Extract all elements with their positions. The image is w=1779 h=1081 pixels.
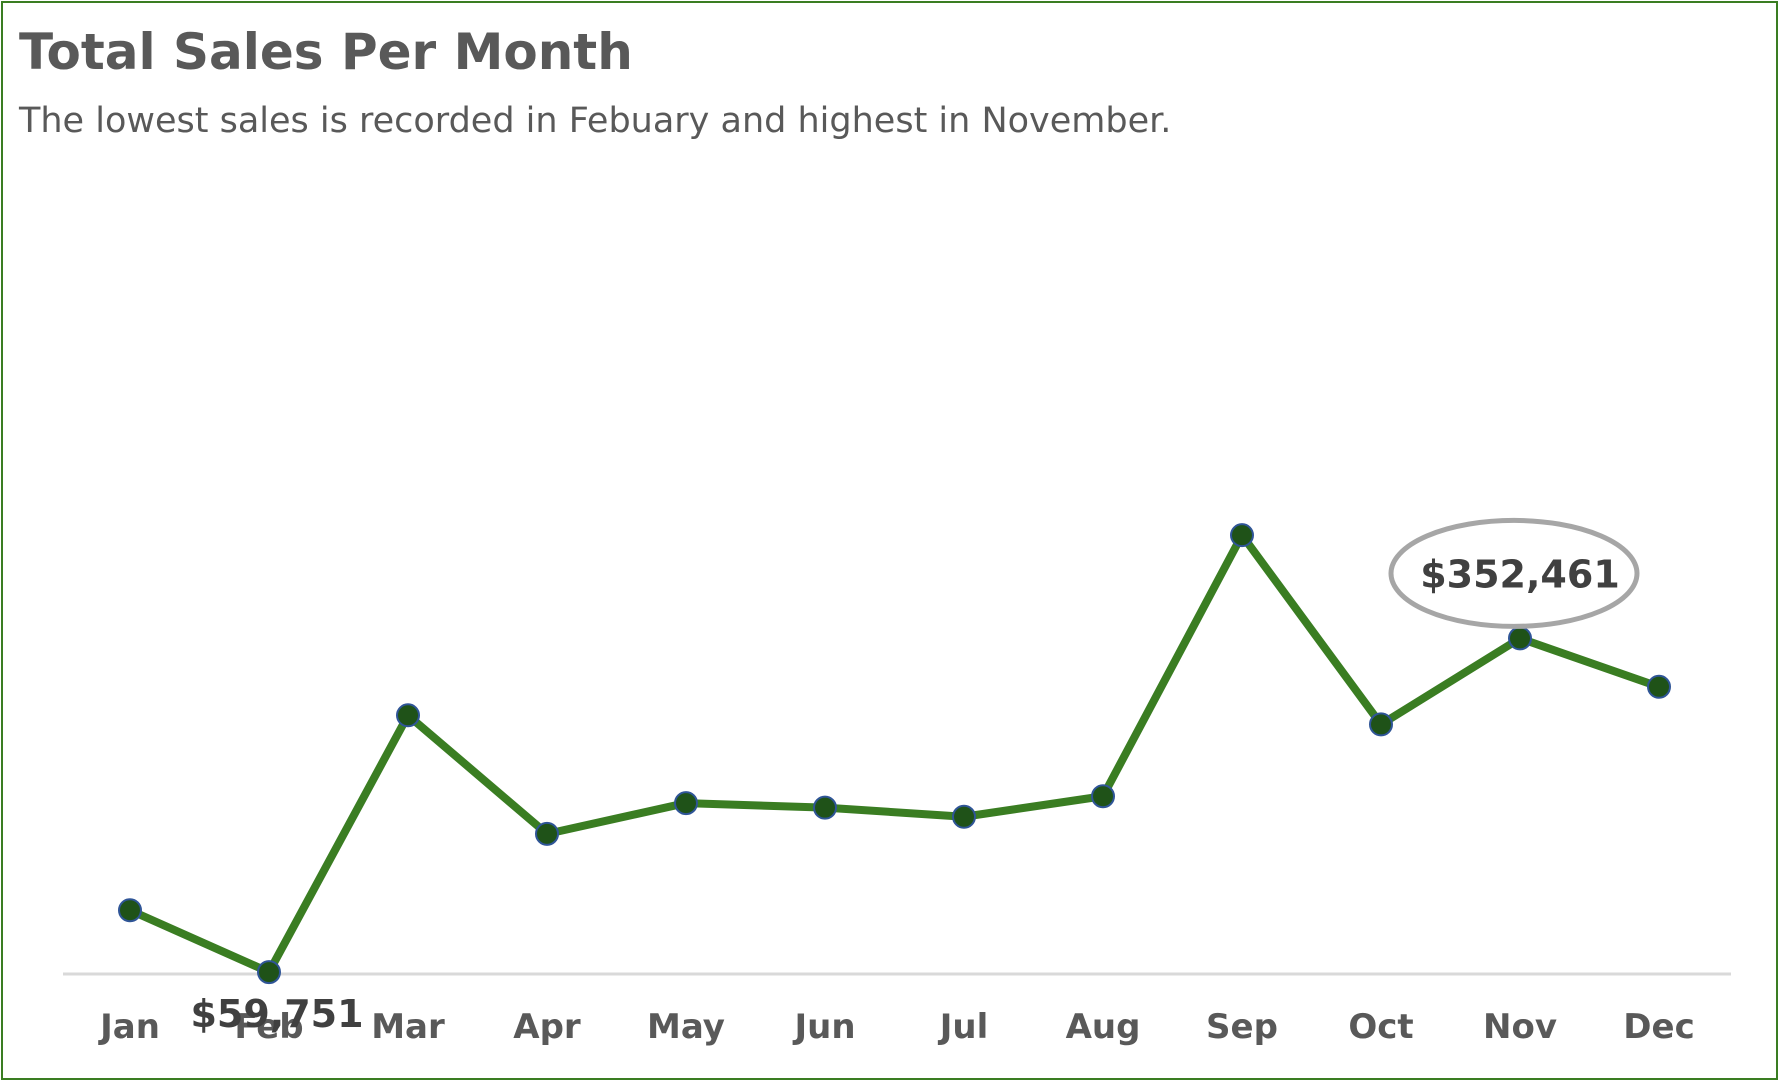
annotation-circle-nov: [1388, 517, 1640, 629]
x-tick-label-aug: Aug: [1066, 1007, 1141, 1047]
data-point-jan: [118, 898, 142, 923]
x-tick-label-sep: Sep: [1206, 1007, 1278, 1047]
data-point-jul: [952, 804, 976, 829]
data-point-oct: [1369, 712, 1393, 737]
x-tick-label-feb: Feb: [234, 1007, 303, 1047]
x-tick-label-jun: Jun: [792, 1007, 855, 1047]
chart-title: Total Sales Per Month: [19, 23, 633, 81]
data-point-may: [674, 791, 698, 816]
data-point-sep: [1230, 523, 1254, 548]
x-tick-label-oct: Oct: [1348, 1007, 1413, 1047]
x-tick-label-mar: Mar: [371, 1007, 445, 1047]
x-tick-label-nov: Nov: [1483, 1007, 1557, 1047]
chart-subtitle: The lowest sales is recorded in Febuary …: [19, 101, 1172, 141]
x-tick-label-dec: Dec: [1623, 1007, 1694, 1047]
data-point-jun: [813, 795, 837, 820]
x-tick-label-may: May: [647, 1007, 725, 1047]
x-tick-label-apr: Apr: [513, 1007, 581, 1047]
data-label-feb: $59,751: [190, 992, 363, 1036]
data-label-nov: $352,461: [1420, 552, 1620, 596]
data-point-nov: [1508, 626, 1532, 651]
data-point-aug: [1091, 784, 1115, 809]
line-chart: Jan Feb Mar Apr May Jun Jul Aug Sep Oct Nov Dec $59,…: [63, 517, 1731, 1047]
x-tick-label-jul: Jul: [938, 1007, 989, 1047]
x-tick-label-jan: Jan: [98, 1007, 160, 1047]
data-point-feb: [257, 960, 281, 985]
data-point-apr: [535, 821, 559, 846]
series-line: [128, 531, 1661, 977]
chart-marks: Jan Feb Mar Apr May Jun Jul Aug Sep Oct Nov Dec $59,…: [98, 517, 1695, 1047]
data-point-dec: [1647, 674, 1671, 699]
data-point-mar: [396, 703, 420, 728]
